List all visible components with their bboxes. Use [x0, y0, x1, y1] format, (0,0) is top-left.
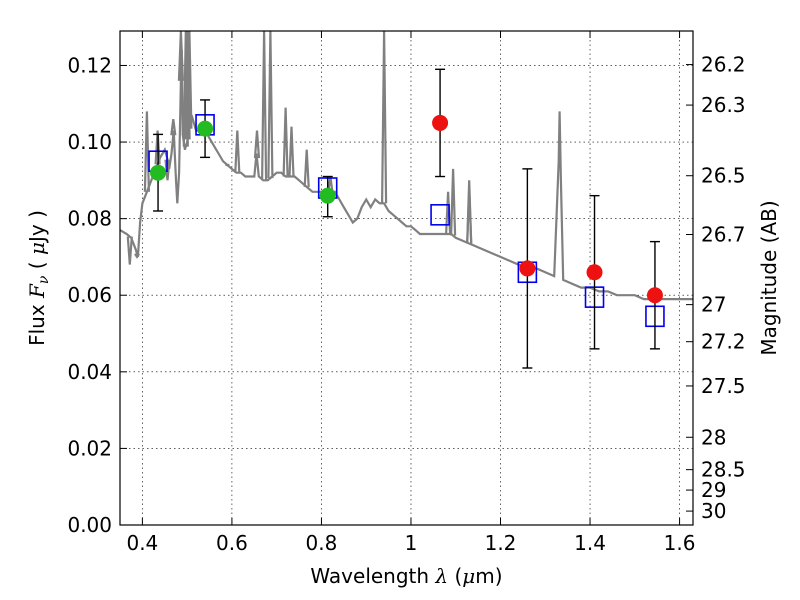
axis-ticks: 0.4 0.6 0.8 1 1.2 1.4 1.6 0.00 0.02 0.04 0.06 0.08 0… — [67, 31, 746, 555]
spectrum-emission-line — [288, 126, 295, 177]
spectrum-emission-line — [126, 236, 133, 265]
red-data-point — [519, 260, 536, 277]
y-tick-label: 0.04 — [67, 360, 112, 384]
x-axis-label-unit-rest: m) — [475, 564, 502, 588]
spectrum-emission-line — [134, 253, 140, 259]
spectrum-emission-line — [282, 107, 289, 177]
x-tick-label: 1.4 — [574, 531, 606, 555]
x-axis-label: Wavelength λ (μm) — [310, 564, 502, 588]
spectrum-emission-line — [164, 159, 171, 181]
right-tick-label: 26.7 — [701, 222, 746, 246]
spectrum-emission-line — [261, 30, 268, 181]
plot-frame — [119, 30, 694, 526]
y-axis-label-symbol: F — [25, 283, 49, 299]
right-tick-label: 26.5 — [701, 164, 746, 188]
y-tick-label: 0.06 — [67, 283, 112, 307]
axis-labels: Wavelength λ (μm) Flux Fν ( μJy ) Magnit… — [25, 200, 781, 588]
x-axis-label-symbol: λ — [434, 564, 448, 588]
y-tick-label: 0.02 — [67, 436, 112, 460]
right-tick-label: 26.3 — [701, 93, 746, 117]
right-tick-label: 26.2 — [701, 53, 746, 77]
spectrum-emission-line — [234, 130, 241, 173]
red-data-point — [586, 264, 603, 281]
right-tick-label: 28.5 — [701, 458, 746, 482]
y-axis-label-prefix: Flux — [25, 298, 49, 346]
data-points — [148, 68, 665, 369]
y-tick-label: 0.10 — [67, 130, 112, 154]
y-axis-label-unit-rest: Jy ) — [25, 210, 49, 244]
right-tick-label: 30 — [701, 499, 726, 523]
right-tick-label: 27.5 — [701, 374, 746, 398]
y-tick-label: 0.08 — [67, 207, 112, 231]
spectrum-emission-line — [450, 168, 457, 236]
spectrum-emission-line — [154, 130, 161, 165]
model-photometry-square — [430, 204, 450, 226]
y-tick-label: 0.00 — [67, 513, 112, 537]
x-axis-label-unit-mu: μ — [462, 564, 475, 588]
x-axis-label-prefix: Wavelength — [310, 564, 435, 588]
spectrum-emission-line — [170, 118, 177, 136]
model-spectrum-line — [119, 30, 693, 301]
spectrum-emission-line — [267, 30, 274, 179]
grid — [120, 31, 693, 526]
spectrum-emission-line — [466, 180, 473, 244]
red-data-point — [432, 114, 449, 131]
spectrum-emission-line — [303, 149, 310, 187]
red-data-point — [646, 287, 663, 304]
x-tick-label: 1 — [405, 531, 418, 555]
green-data-point — [150, 164, 167, 181]
right-axis-label: Magnitude (AB) — [757, 200, 781, 355]
right-tick-label: 27 — [701, 293, 726, 317]
y-axis-label-subscript: ν — [36, 275, 52, 284]
right-tick-label: 28 — [701, 425, 726, 449]
x-tick-label: 0.8 — [306, 531, 338, 555]
right-tick-label: 27.2 — [701, 330, 746, 354]
x-tick-label: 0.4 — [126, 531, 158, 555]
spectrum-emission-line — [381, 30, 388, 204]
green-data-point — [197, 120, 214, 137]
spectrum-emission-line — [143, 111, 150, 192]
x-tick-label: 1.2 — [485, 531, 517, 555]
x-tick-label: 1.6 — [664, 531, 696, 555]
y-axis-label-unit-mu: μ — [25, 242, 49, 255]
spectrum-emission-line — [253, 130, 261, 159]
x-tick-label: 0.6 — [216, 531, 248, 555]
x-axis-label-unit-prefix: ( — [448, 564, 462, 588]
y-axis-label: Flux Fν ( μJy ) — [25, 210, 52, 346]
spectrum-continuum — [119, 50, 693, 301]
y-tick-label: 0.12 — [67, 53, 112, 77]
green-data-point — [319, 187, 336, 204]
right-tick-label: 29 — [701, 478, 726, 502]
y-axis-label-unit-prefix: ( — [25, 255, 49, 276]
